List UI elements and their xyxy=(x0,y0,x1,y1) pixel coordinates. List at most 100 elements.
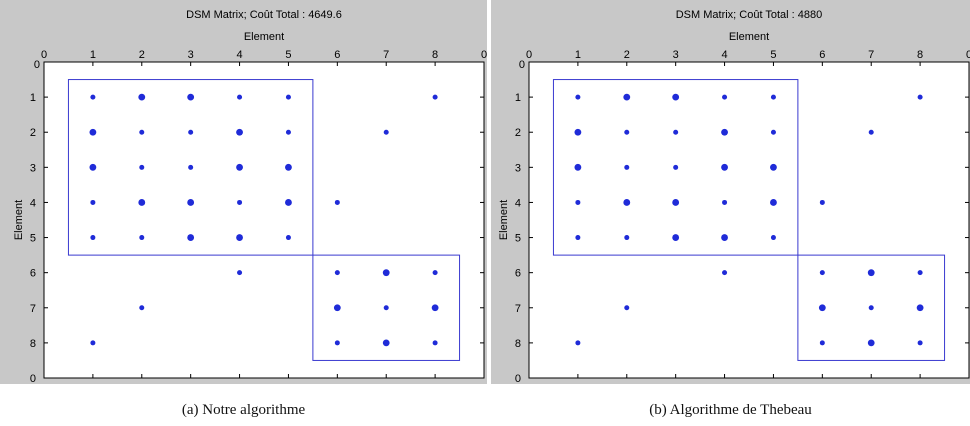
y-tick-label: 4 xyxy=(515,197,521,209)
dsm-point xyxy=(334,199,340,205)
dsm-point xyxy=(432,270,438,276)
dsm-point xyxy=(819,340,825,346)
cluster-box xyxy=(552,79,799,256)
x-tick-label: 4 xyxy=(721,49,727,61)
dsm-plot-b: DSM Matrix; Coût Total : 4880 Element Elem… xyxy=(498,9,970,384)
x-tick-label: 0 xyxy=(481,49,487,61)
dsm-point xyxy=(188,129,194,135)
x-tick-label: 0 xyxy=(526,49,532,61)
dsm-point xyxy=(574,128,582,136)
dsm-point xyxy=(818,304,826,312)
x-tick-label: 7 xyxy=(383,49,389,61)
x-tick-label: 2 xyxy=(139,49,145,61)
x-tick-label: 8 xyxy=(917,49,923,61)
y-tick-label: 8 xyxy=(30,338,36,350)
caption-b: (b) Algorithme de Thebeau xyxy=(649,402,812,418)
dsm-point xyxy=(333,304,341,312)
dsm-chart-a: DSM Matrix; Coût Total : 4649.6 Element El… xyxy=(0,0,487,384)
dsm-point xyxy=(868,305,874,311)
dsm-point xyxy=(90,199,96,205)
y-tick-label: 8 xyxy=(515,338,521,350)
x-axis-label: Element xyxy=(244,31,284,43)
y-tick-label: 2 xyxy=(30,127,36,139)
dsm-point xyxy=(383,305,389,311)
dsm-point xyxy=(431,304,439,312)
dsm-point xyxy=(722,94,728,100)
dsm-point xyxy=(672,93,680,101)
dsm-point xyxy=(575,94,581,100)
y-tick-label: 7 xyxy=(30,303,36,315)
y-tick-label: 0 xyxy=(519,59,525,71)
dsm-point xyxy=(623,93,631,101)
x-tick-label: 7 xyxy=(868,49,874,61)
dsm-point xyxy=(432,340,438,346)
dsm-point xyxy=(285,94,291,100)
x-tick-label: 3 xyxy=(188,49,194,61)
x-tick-label: 6 xyxy=(334,49,340,61)
dsm-point xyxy=(722,199,728,205)
x-tick-label: 8 xyxy=(432,49,438,61)
x-tick-label: 1 xyxy=(90,49,96,61)
dsm-point xyxy=(575,235,581,241)
dsm-point xyxy=(334,340,340,346)
dsm-point xyxy=(721,128,728,136)
y-axis-label: Element xyxy=(498,200,510,240)
dsm-point xyxy=(867,339,875,347)
plot-area xyxy=(43,61,485,379)
x-tick-label: 5 xyxy=(285,49,291,61)
y-tick-label: 0 xyxy=(34,59,40,71)
dsm-point xyxy=(672,234,680,241)
dsm-point xyxy=(673,129,679,135)
chart-title: DSM Matrix; Coût Total : 4880 xyxy=(676,9,823,21)
dsm-point xyxy=(237,270,243,276)
dsm-point xyxy=(722,270,728,276)
dsm-point xyxy=(285,199,292,206)
dsm-point xyxy=(624,235,630,241)
dsm-point xyxy=(285,235,291,241)
dsm-point xyxy=(139,164,145,170)
dsm-point xyxy=(575,199,581,205)
caption-a: (a) Notre algorithme xyxy=(181,402,306,418)
y-tick-label: 1 xyxy=(515,92,521,104)
cluster-box xyxy=(797,254,946,361)
x-tick-label: 3 xyxy=(673,49,679,61)
x-tick-label: 0 xyxy=(966,49,970,61)
dsm-point xyxy=(721,163,728,171)
x-tick-label: 2 xyxy=(624,49,630,61)
dsm-point xyxy=(624,305,630,311)
dsm-point xyxy=(187,234,195,241)
y-tick-label: 1 xyxy=(30,92,36,104)
dsm-point xyxy=(89,163,97,171)
dsm-point xyxy=(89,128,97,136)
dsm-point xyxy=(672,199,680,206)
dsm-point xyxy=(770,235,776,241)
dsm-point xyxy=(770,163,777,171)
dsm-point xyxy=(917,94,923,100)
dsm-point xyxy=(139,305,145,311)
dsm-point xyxy=(721,234,728,241)
dsm-point xyxy=(624,164,630,170)
y-tick-label: 5 xyxy=(30,233,36,245)
y-axis-label: Element xyxy=(13,200,25,240)
dsm-point xyxy=(90,94,96,100)
dsm-point xyxy=(334,270,340,276)
dsm-point xyxy=(819,199,825,205)
dsm-point xyxy=(383,129,389,135)
x-tick-label: 4 xyxy=(236,49,242,61)
dsm-point xyxy=(867,269,875,277)
y-tick-label: 3 xyxy=(30,162,36,174)
y-tick-label: 4 xyxy=(30,197,36,209)
dsm-point xyxy=(90,340,96,346)
x-tick-label: 6 xyxy=(819,49,825,61)
dsm-point xyxy=(138,93,146,101)
y-tick-label: 0 xyxy=(515,373,521,384)
dsm-point xyxy=(382,339,390,347)
dsm-point xyxy=(770,129,776,135)
dsm-point xyxy=(187,93,195,101)
y-tick-label: 2 xyxy=(515,127,521,139)
dsm-point xyxy=(819,270,825,276)
dsm-point xyxy=(623,199,631,206)
dsm-point xyxy=(187,199,195,206)
dsm-point xyxy=(916,304,924,312)
dsm-point xyxy=(432,94,438,100)
